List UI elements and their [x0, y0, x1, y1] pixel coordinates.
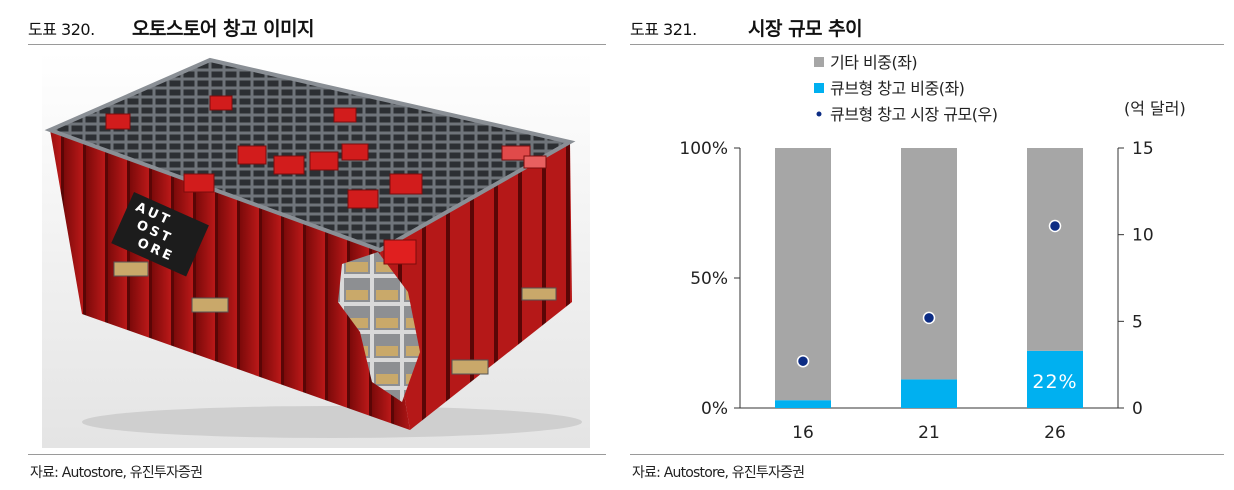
- x-tick-label-21: 21: [918, 423, 940, 443]
- chart-bars: 16 21 26: [775, 148, 1083, 443]
- chart-legend: 기타 비중(좌) 큐브형 창고 비중(좌) 큐브형 창고 시장 규모(우): [814, 53, 998, 124]
- left-figure-header: 도표 320. 오토스토어 창고 이미지: [28, 10, 606, 40]
- right-figure-header: 도표 321. 시장 규모 추이: [630, 10, 1224, 40]
- chart-labels: 22%: [1032, 371, 1077, 393]
- chart-axes: 0% 50% 100% 0 5 10 15 (억 달러): [679, 99, 1185, 419]
- bar-other-26: [1027, 148, 1083, 351]
- data-label-26: 22%: [1032, 371, 1077, 393]
- market-size-dot-16: [796, 354, 810, 368]
- bar-other-21: [901, 148, 957, 380]
- legend-label-0: 기타 비중(좌): [830, 53, 917, 72]
- floor-shadow: [82, 406, 582, 438]
- market-size-dot-21: [922, 311, 936, 325]
- market-size-chart: 기타 비중(좌)큐브형 창고 비중(좌)큐브형 창고 시장 규모(우) 0%50…: [679, 53, 1185, 443]
- x-tick-label-26: 26: [1044, 423, 1066, 443]
- legend-label-1: 큐브형 창고 비중(좌): [830, 79, 964, 98]
- bar-cube-16: [775, 400, 831, 408]
- roof-rim: [44, 57, 576, 253]
- storage-cutaway: [338, 252, 420, 402]
- y-right-tick-label: 5: [1132, 312, 1143, 332]
- legend-swatch-1: [814, 83, 824, 93]
- right-panel: 도표 321. 시장 규모 추이 기타 비중(좌) 큐브형 창고 비중(좌) 큐브형…: [630, 0, 1224, 490]
- left-panel: 도표 320. 오토스토어 창고 이미지: [28, 0, 606, 490]
- left-figure-title: 오토스토어 창고 이미지: [132, 18, 315, 40]
- y-right-axis-label: (억 달러): [1124, 99, 1186, 118]
- right-figure-source: 자료: Autostore, 유진투자증권: [632, 465, 805, 481]
- side-wall: [380, 142, 572, 430]
- bar-cube-26: [1027, 350, 1083, 408]
- x-tick-label-16: 16: [792, 423, 814, 443]
- legend-label-2: 큐브형 창고 시장 규모(우): [830, 105, 997, 124]
- right-header-rule: [630, 44, 1224, 45]
- y-right-tick-label: 0: [1132, 399, 1143, 419]
- left-footer-rule: [28, 454, 606, 455]
- y-right-tick-label: 10: [1132, 226, 1154, 246]
- legend-swatch-0: [814, 57, 824, 67]
- bar-cube-21: [901, 379, 957, 408]
- left-header-rule: [28, 44, 606, 45]
- right-footer-rule: [630, 454, 1224, 455]
- workstations: [113, 261, 557, 375]
- legend-swatch-2: [816, 111, 822, 117]
- market-size-dot-26: [1048, 219, 1062, 233]
- left-figure-source: 자료: Autostore, 유진투자증권: [30, 465, 203, 481]
- right-figure-number: 도표 321.: [630, 20, 697, 39]
- robots: [105, 95, 547, 265]
- left-figure-number: 도표 320.: [28, 20, 95, 39]
- y-left-tick-label: 100%: [679, 139, 728, 159]
- chart-dots: [796, 219, 1062, 368]
- right-figure-title: 시장 규모 추이: [748, 18, 863, 40]
- y-left-tick-label: 0%: [701, 399, 728, 419]
- y-right-tick-label: 15: [1132, 139, 1154, 159]
- y-left-tick-label: 50%: [690, 269, 728, 289]
